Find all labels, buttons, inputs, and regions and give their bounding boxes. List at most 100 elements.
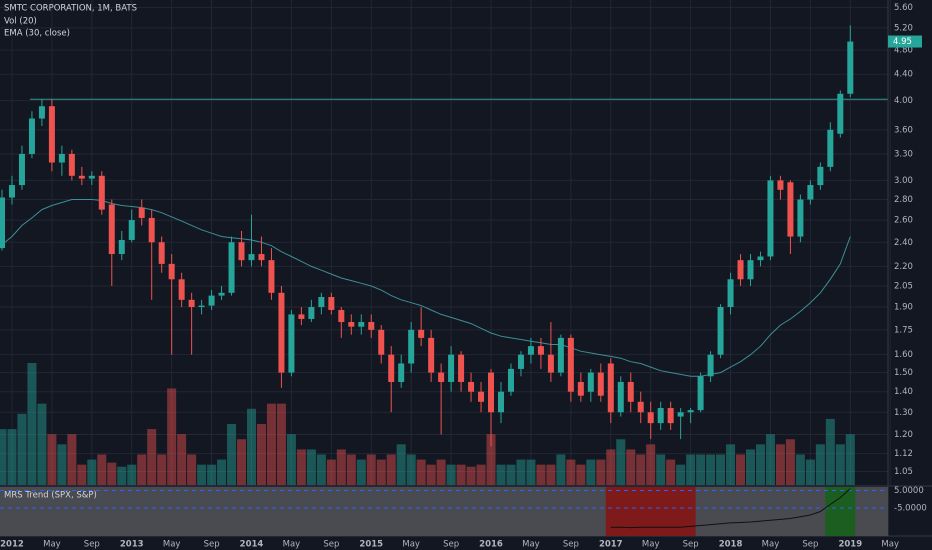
candle-body [797,199,804,237]
volume-bar [207,464,217,485]
x-tick-label: May [881,540,899,550]
volume-bar [656,454,666,485]
candle-body [88,175,95,179]
volume-bar [376,459,386,485]
price-tag [888,35,922,48]
volume-bar [696,454,706,485]
volume-bar [566,459,576,485]
y-tick-label: 2.60 [894,216,913,226]
volume-bar [276,403,286,485]
y-tick-label: 4.40 [894,70,913,80]
volume-bar [356,459,366,485]
y-tick-label: 4.80 [894,46,913,56]
candle-body [847,41,854,94]
candle-body [687,410,694,413]
volume-bar [306,449,316,485]
volume-bar [456,464,466,485]
candle-body [527,346,534,355]
volume-bar [396,444,406,485]
candle-body [737,260,744,280]
volume-bar [606,449,616,485]
x-tick-label: 2017 [599,540,623,550]
volume-bar [785,439,795,485]
candle-body [488,372,495,413]
y-tick-label: 1.30 [894,408,913,418]
candle-body [677,412,684,417]
candle-body [757,256,764,261]
candle-body [238,242,245,261]
x-tick-label: 2014 [240,540,264,550]
y-tick-label: 1.75 [894,325,913,335]
candle-body [358,322,365,327]
y-tick-label: 3.30 [894,149,913,159]
x-tick-label: 2016 [479,540,503,550]
candle-body [28,118,35,154]
mrs-tick-label: -5.0000 [894,504,927,514]
candle-body [178,279,185,300]
volume-bar [746,449,755,485]
candle-body [418,329,425,338]
x-tick-label: May [762,540,780,550]
candle-body [278,292,285,373]
candle-body [368,322,375,330]
volume-bar [686,454,696,485]
volume-bar [416,459,426,485]
candle-body [697,376,704,411]
candle-body [308,307,315,319]
chart-title: SMTC CORPORATION, 1M, BATS [4,4,137,14]
x-tick-label: Sep [802,540,818,550]
candle-body [667,408,674,424]
candle-body [567,337,574,392]
volume-bar [326,459,336,485]
candle-body [38,106,45,119]
candle-body [258,254,265,261]
candle-body [517,354,524,369]
volume-bar [546,464,556,485]
volume-bar [316,454,326,485]
volume-bar [386,454,396,485]
candle-body [68,153,75,176]
y-tick-label: 1.60 [894,350,913,360]
candle-body [388,354,395,382]
candle-body [118,239,125,255]
volume-bar [0,429,7,485]
volume-bar [247,408,256,485]
volume-bar [237,439,247,485]
candle-body [188,299,195,308]
x-tick-label: 2012 [0,540,24,550]
ema-legend: EMA (30, close) [4,29,70,39]
candle-body [657,408,664,424]
volume-bar [596,459,606,485]
candle-body [158,242,165,264]
candle-body [138,207,145,218]
candle-body [537,346,544,355]
candle-body [637,401,644,413]
candle-body [707,354,714,377]
x-tick-label: Sep [323,540,339,550]
candle-body [717,307,724,355]
candle-body [547,354,554,373]
candle-body [398,363,405,382]
volume-bar [626,449,636,485]
y-tick-label: 3.00 [894,176,913,186]
y-tick-label: 3.60 [894,125,913,135]
candle-body [787,182,794,237]
y-tick-label: 1.90 [894,303,913,313]
volume-bar [526,459,536,485]
volume-bar [7,429,17,485]
x-tick-label: May [522,540,540,550]
volume-bar [167,388,177,485]
mrs-title: MRS Trend (SPX, S&P) [4,491,97,501]
candle-body [148,217,155,243]
y-tick-label: 2.40 [894,238,913,248]
volume-bar [706,454,716,485]
candle-body [647,412,654,424]
volume-bar [77,464,87,485]
x-tick-label: 2013 [120,540,144,550]
volume-bar [366,454,376,485]
candle-body [318,297,325,308]
volume-bar [57,444,67,485]
